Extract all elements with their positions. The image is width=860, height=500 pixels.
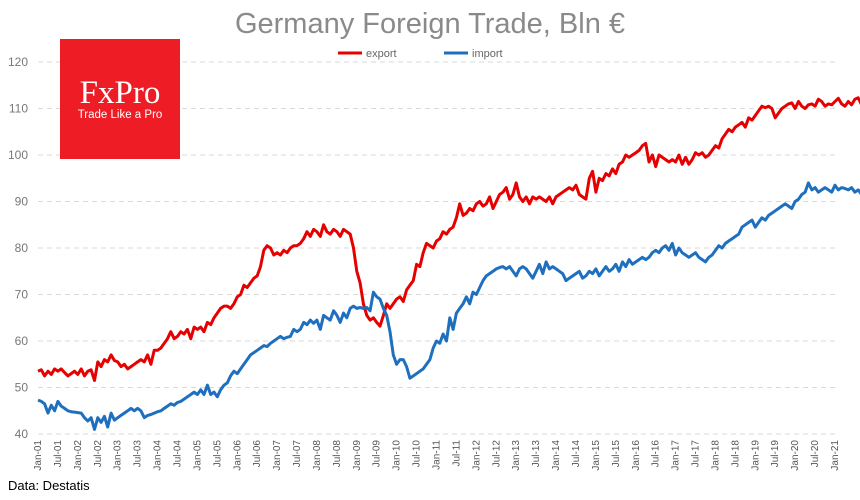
x-axis-ticks: Jan-01 Jul-01 Jan-02 Jul-02 Jan-03 Jul-03 Jan-… — [33, 440, 841, 471]
x-tick-label: Jul-12 — [491, 440, 502, 468]
y-tick-label: 60 — [15, 334, 29, 348]
series-lines — [37, 96, 860, 431]
x-tick-label: Jan-02 — [73, 440, 84, 471]
y-tick-label: 100 — [8, 148, 28, 162]
y-tick-label: 50 — [15, 381, 29, 395]
series-line-import — [37, 181, 860, 431]
logo-name: FxPro — [79, 75, 161, 111]
x-tick-label: Jan-12 — [471, 440, 482, 471]
x-tick-label: Jul-06 — [252, 440, 263, 468]
y-tick-label: 70 — [15, 288, 29, 302]
x-tick-label: Jul-13 — [531, 440, 542, 468]
x-tick-label: Jul-15 — [611, 440, 622, 468]
legend: export import — [338, 48, 503, 60]
source-note: Data: Destatis — [8, 478, 90, 493]
x-tick-label: Jul-10 — [412, 440, 423, 468]
y-axis-ticks: 40 50 60 70 80 90 100 110 120 — [8, 55, 28, 441]
x-tick-label: Jan-19 — [750, 440, 761, 471]
x-tick-label: Jul-04 — [172, 440, 183, 468]
x-tick-label: Jan-20 — [790, 440, 801, 471]
legend-label: import — [472, 48, 503, 60]
x-tick-label: Jan-03 — [113, 440, 124, 471]
y-tick-label: 80 — [15, 241, 29, 255]
x-tick-label: Jul-19 — [770, 440, 781, 468]
x-tick-label: Jul-20 — [810, 440, 821, 468]
x-tick-label: Jul-05 — [212, 440, 223, 468]
y-tick-label: 120 — [8, 55, 28, 69]
x-tick-label: Jul-02 — [93, 440, 104, 468]
x-tick-label: Jul-07 — [292, 440, 303, 468]
x-tick-label: Jul-08 — [332, 440, 343, 468]
x-tick-label: Jul-16 — [651, 440, 662, 468]
x-tick-label: Jan-04 — [153, 440, 164, 471]
x-tick-label: Jan-01 — [33, 440, 44, 471]
x-tick-label: Jan-08 — [312, 440, 323, 471]
x-tick-label: Jul-03 — [133, 440, 144, 468]
y-tick-label: 90 — [15, 195, 29, 209]
x-tick-label: Jul-18 — [730, 440, 741, 468]
x-tick-label: Jul-17 — [691, 440, 702, 468]
legend-item-export: export — [338, 48, 397, 60]
series-line-export — [37, 96, 860, 382]
x-tick-label: Jan-18 — [710, 440, 721, 471]
legend-item-import: import — [444, 48, 503, 60]
x-tick-label: Jan-11 — [432, 440, 443, 470]
x-tick-label: Jul-11 — [451, 440, 462, 467]
x-tick-label: Jan-13 — [511, 440, 522, 471]
x-tick-label: Jan-21 — [830, 440, 841, 471]
fxpro-logo: FxPro Trade Like a Pro — [60, 39, 180, 159]
y-tick-label: 40 — [15, 427, 29, 441]
x-tick-label: Jan-10 — [392, 440, 403, 471]
x-tick-label: Jan-15 — [591, 440, 602, 471]
logo-tagline: Trade Like a Pro — [77, 109, 163, 121]
x-tick-label: Jan-07 — [272, 440, 283, 471]
x-tick-label: Jan-05 — [192, 440, 203, 471]
x-tick-label: Jan-09 — [352, 440, 363, 471]
x-tick-label: Jul-14 — [571, 440, 582, 468]
x-tick-label: Jan-14 — [551, 440, 562, 471]
x-tick-label: Jan-06 — [232, 440, 243, 471]
x-tick-label: Jul-09 — [372, 440, 383, 468]
x-tick-label: Jan-17 — [671, 440, 682, 471]
legend-label: export — [366, 48, 397, 60]
chart-title: Germany Foreign Trade, Bln € — [234, 8, 626, 40]
y-tick-label: 110 — [9, 102, 28, 116]
x-tick-label: Jul-01 — [53, 440, 64, 468]
x-tick-label: Jan-16 — [631, 440, 642, 471]
